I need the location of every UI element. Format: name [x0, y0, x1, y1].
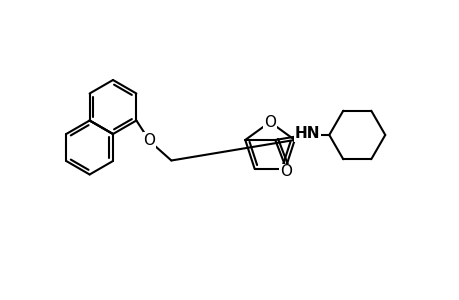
- Text: O: O: [263, 115, 275, 130]
- Text: O: O: [143, 133, 155, 148]
- Text: O: O: [280, 164, 291, 179]
- Text: HN: HN: [294, 127, 319, 142]
